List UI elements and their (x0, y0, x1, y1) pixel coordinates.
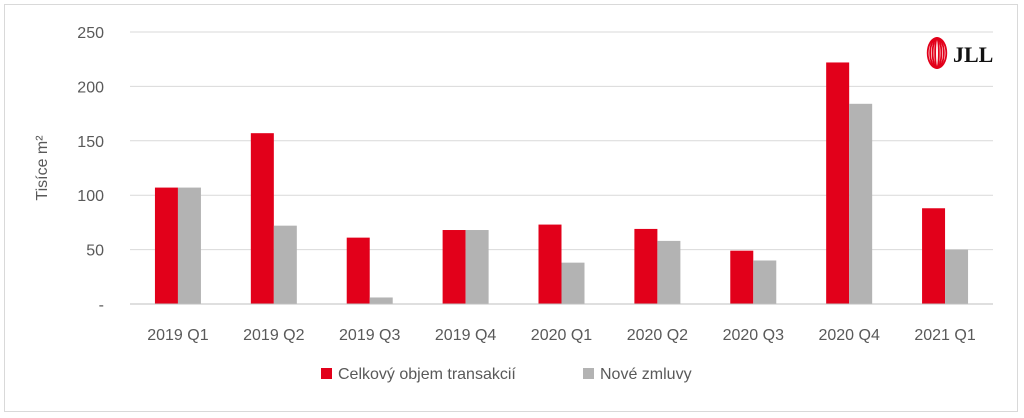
x-tick-label: 2021 Q1 (914, 327, 975, 344)
x-tick-label: 2019 Q4 (435, 327, 496, 344)
bar-celkovy-objem (442, 230, 466, 304)
bar-nove-zmluvy (657, 240, 681, 304)
x-tick-label: 2019 Q2 (243, 327, 304, 344)
jll-logo-icon (926, 37, 948, 69)
y-tick-label: 50 (86, 243, 104, 260)
x-tick-label: 2020 Q1 (531, 327, 592, 344)
y-axis-title: Tisíce m² (34, 135, 51, 201)
bar-celkovy-objem (922, 208, 946, 304)
x-axis-ticks: 2019 Q1 2019 Q2 2019 Q3 2019 Q4 2020 Q1 2020 … (147, 327, 976, 344)
bar-nove-zmluvy (561, 262, 585, 304)
bar-celkovy-objem (250, 133, 274, 304)
bar-celkovy-objem (634, 228, 658, 304)
bar-nove-zmluvy (849, 103, 873, 304)
y-tick-label: - (99, 297, 104, 314)
bars (154, 62, 969, 304)
logo-wordmark: JLL (953, 42, 993, 67)
bar-nove-zmluvy (369, 297, 393, 304)
y-tick-label: 100 (77, 188, 104, 205)
legend-swatch (583, 368, 594, 379)
legend-label: Nové zmluvy (600, 366, 692, 383)
x-tick-label: 2020 Q3 (723, 327, 784, 344)
bar-celkovy-objem (826, 62, 850, 304)
bar-celkovy-objem (346, 237, 370, 304)
legend: Celkový objem transakcií Nové zmluvy (321, 366, 692, 383)
legend-label: Celkový objem transakcií (338, 366, 516, 383)
bar-nove-zmluvy (273, 225, 297, 304)
y-axis-ticks: - 50 100 150 200 250 (77, 25, 104, 314)
bar-celkovy-objem (538, 224, 562, 304)
bar-celkovy-objem (154, 187, 178, 304)
bar-nove-zmluvy (177, 187, 201, 304)
y-tick-label: 150 (77, 134, 104, 151)
y-tick-label: 250 (77, 25, 104, 42)
x-tick-label: 2020 Q2 (627, 327, 688, 344)
x-tick-label: 2019 Q3 (339, 327, 400, 344)
bar-nove-zmluvy (465, 230, 489, 304)
bar-nove-zmluvy (945, 249, 969, 304)
x-tick-label: 2019 Q1 (147, 327, 208, 344)
bar-nove-zmluvy (753, 260, 777, 304)
y-tick-label: 200 (77, 79, 104, 96)
bar-celkovy-objem (730, 250, 754, 304)
x-tick-label: 2020 Q4 (818, 327, 879, 344)
legend-swatch (321, 368, 332, 379)
jll-logo: JLL (926, 37, 993, 69)
